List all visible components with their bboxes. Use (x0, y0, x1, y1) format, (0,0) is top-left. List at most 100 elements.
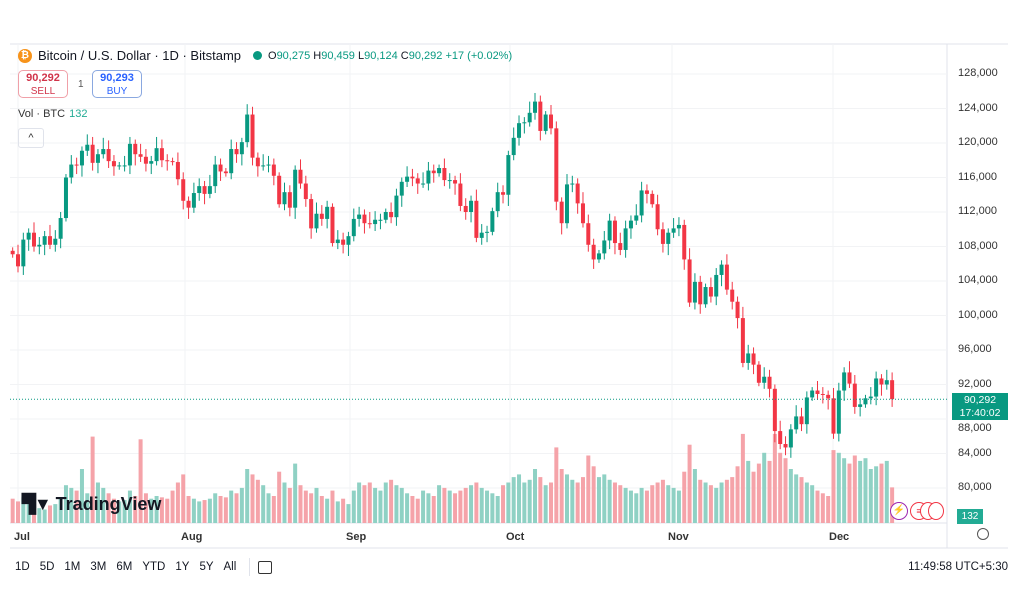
range-button-5d[interactable]: 5D (39, 561, 55, 573)
volume-bar (325, 498, 330, 523)
candle-body (767, 376, 772, 389)
candle-body (37, 244, 42, 247)
candle-body (810, 390, 815, 398)
range-button-1d[interactable]: 1D (15, 561, 30, 573)
volume-bar (149, 498, 154, 523)
volume-bar (847, 463, 852, 523)
candle-body (101, 149, 106, 155)
candle-body (730, 289, 735, 302)
candle-body (431, 170, 436, 174)
volume-bar (127, 490, 132, 523)
range-button-3m[interactable]: 3M (90, 561, 107, 573)
candle-body (319, 213, 324, 219)
events-icons[interactable]: ⚡ ≡ (890, 502, 944, 520)
volume-bar (314, 487, 319, 523)
candle-body (538, 101, 543, 131)
volume-bar (511, 477, 516, 523)
volume-bar (602, 474, 607, 523)
divider (249, 558, 251, 576)
candle-body (111, 161, 116, 167)
volume-bar (95, 482, 100, 523)
volume-axis-label: 132 (957, 509, 983, 524)
range-button-6m[interactable]: 6M (116, 561, 133, 573)
volume-bar (794, 474, 799, 523)
candle-body (373, 219, 378, 225)
candle-body (271, 164, 276, 176)
volume-bar (692, 469, 697, 523)
price-tick-label: 128,000 (958, 67, 998, 79)
candle-body (756, 364, 761, 383)
candle-body (831, 398, 836, 434)
volume-bar (596, 477, 601, 523)
candle-body (602, 240, 607, 254)
volume-bar (90, 436, 95, 523)
volume-legend[interactable]: Vol · BTC 132 (18, 108, 87, 120)
time-tick-label: Nov (668, 531, 689, 543)
candle-body (122, 165, 127, 167)
us-flag-event-icon[interactable] (928, 502, 944, 520)
candle-body (351, 218, 356, 237)
go-to-date-calendar-icon[interactable] (258, 560, 273, 574)
volume-bar (431, 496, 436, 523)
volume-bar (746, 460, 751, 523)
candle-body (42, 236, 47, 245)
candle-body (357, 214, 362, 219)
candle-body (682, 224, 687, 260)
volume-bar (538, 477, 543, 523)
candle-body (698, 281, 703, 305)
range-button-ytd[interactable]: YTD (142, 561, 166, 573)
range-button-1y[interactable]: 1Y (175, 561, 190, 573)
volume-bar (591, 466, 596, 523)
volume-bar (543, 485, 548, 523)
buy-button[interactable]: 90,293 BUY (92, 70, 142, 98)
change-value: +17 (+0.02%) (445, 49, 513, 62)
lightning-event-icon[interactable]: ⚡ (890, 502, 908, 520)
collapse-legend-button[interactable]: ^ (18, 128, 44, 148)
price-tick-label: 96,000 (958, 343, 992, 355)
symbol-title[interactable]: Bitcoin / U.S. Dollar · 1D · Bitstamp (38, 48, 241, 63)
candle-body (303, 183, 308, 200)
volume-bar (159, 497, 164, 523)
range-button-5y[interactable]: 5Y (199, 561, 214, 573)
price-tick-label: 80,000 (958, 481, 992, 493)
candle-body (522, 122, 527, 124)
candle-body (884, 380, 889, 385)
volume-bar (37, 508, 42, 523)
candle-body (628, 220, 633, 229)
volume-bar (831, 450, 836, 523)
volume-bar (31, 506, 36, 523)
settings-icon[interactable] (977, 528, 989, 540)
candle-body (325, 206, 330, 219)
price-tick-label: 100,000 (958, 308, 998, 321)
open-value: 90,275 (276, 49, 311, 62)
candle-body (783, 444, 788, 448)
volume-bar (783, 458, 788, 523)
candle-body (31, 232, 36, 247)
candle-body (474, 200, 479, 238)
candle-body (527, 112, 532, 123)
clock-timezone[interactable]: 11:49:58 UTC+5:30 (908, 561, 1008, 573)
low-label: L (357, 49, 365, 62)
volume-bar (202, 500, 207, 523)
volume-bar (533, 469, 538, 523)
time-tick-label: Sep (346, 531, 367, 543)
volume-bar (415, 498, 420, 523)
range-button-all[interactable]: All (223, 561, 237, 573)
volume-bar (261, 485, 266, 523)
candle-body (186, 200, 191, 208)
candle-body (234, 149, 239, 155)
candle-body (181, 179, 186, 201)
volume-bar (676, 490, 681, 523)
range-button-1m[interactable]: 1M (64, 561, 81, 573)
volume-bar (804, 482, 809, 523)
candle-body (191, 193, 196, 208)
volume-bar (357, 482, 362, 523)
time-tick-label: Dec (829, 531, 850, 543)
price-tick-label: 124,000 (958, 101, 998, 114)
volume-bar (836, 452, 841, 523)
sell-button[interactable]: 90,292 SELL (18, 70, 68, 98)
candle-body (506, 155, 511, 195)
volume-bar (719, 482, 724, 523)
high-label: H (313, 49, 322, 62)
